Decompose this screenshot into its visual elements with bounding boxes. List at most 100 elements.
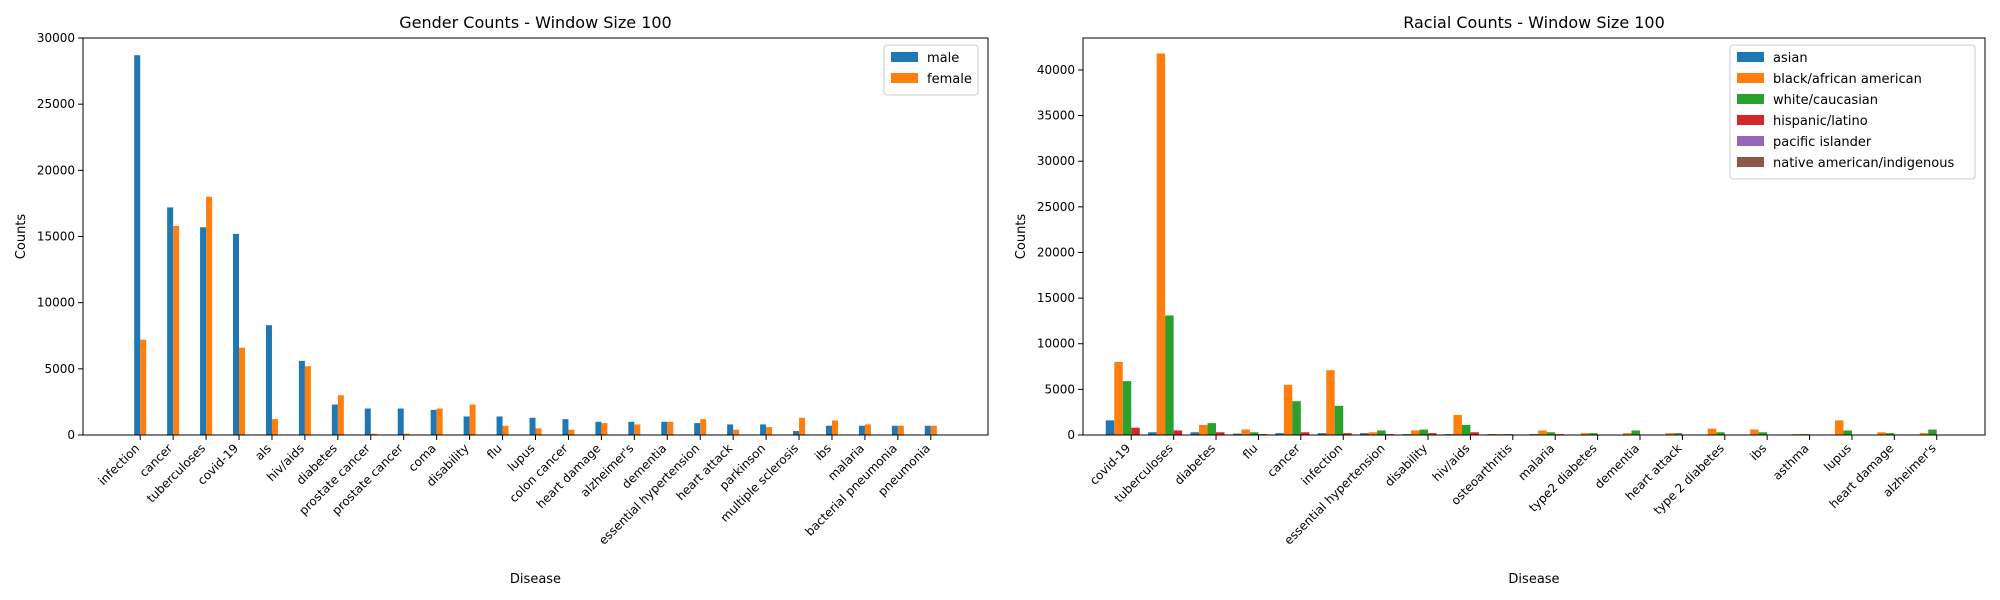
y-axis-label: Counts xyxy=(1014,214,1029,260)
bar xyxy=(370,433,377,435)
bar xyxy=(1343,433,1352,435)
y-tick-label: 25000 xyxy=(1037,200,1075,214)
chart-title: Gender Counts - Window Size 100 xyxy=(399,13,671,32)
y-tick-label: 0 xyxy=(67,428,75,442)
bar xyxy=(167,207,174,435)
bar xyxy=(1377,430,1386,435)
legend-swatch xyxy=(1737,52,1764,62)
bar xyxy=(496,416,503,435)
y-axis: 0 5000 10000 15000 20000 25000 30000 xyxy=(37,31,83,442)
bar xyxy=(529,417,536,435)
y-tick-label: 35000 xyxy=(1037,109,1075,123)
y-tick-label: 0 xyxy=(1067,428,1075,442)
bar xyxy=(1538,430,1547,435)
bar xyxy=(1122,381,1132,435)
series-white-caucasian xyxy=(1122,315,1937,435)
bar xyxy=(1631,430,1640,435)
bar xyxy=(233,233,240,435)
bar xyxy=(799,417,806,435)
bar xyxy=(1275,433,1284,435)
bar xyxy=(628,421,635,435)
bar xyxy=(1580,433,1590,435)
y-axis: 0 5000 10000 15000 20000 25000 30000 35000 40000 xyxy=(1037,63,1083,442)
bar xyxy=(1156,53,1166,435)
bar xyxy=(1216,432,1225,435)
bar xyxy=(727,424,734,435)
bar xyxy=(1114,361,1123,435)
bar xyxy=(1300,432,1310,435)
x-axis-label: Disease xyxy=(1508,572,1559,587)
y-tick-label: 30000 xyxy=(1037,154,1075,168)
bar xyxy=(897,425,904,435)
bar xyxy=(1165,315,1174,435)
legend-swatch xyxy=(1737,73,1764,83)
bar xyxy=(1428,433,1437,435)
bar xyxy=(766,427,773,435)
bar xyxy=(1589,433,1598,435)
legend-swatch xyxy=(1737,136,1764,146)
bar xyxy=(1334,405,1344,435)
bar xyxy=(831,420,838,435)
bar xyxy=(694,423,701,435)
bar xyxy=(1928,429,1937,435)
x-axis-label: Disease xyxy=(510,572,561,587)
y-tick-label: 25000 xyxy=(37,97,75,111)
bar xyxy=(667,421,674,435)
bar xyxy=(1368,432,1378,435)
bar xyxy=(1885,433,1895,435)
bar xyxy=(206,196,213,435)
bar xyxy=(271,419,278,435)
bar xyxy=(1105,420,1115,435)
bar xyxy=(1419,429,1429,435)
legend-swatch xyxy=(1737,94,1764,104)
bar xyxy=(463,416,470,435)
bar xyxy=(930,425,937,435)
bar xyxy=(502,425,509,435)
bar xyxy=(403,433,410,435)
y-tick-label: 40000 xyxy=(1037,63,1075,77)
y-tick-label: 15000 xyxy=(37,230,75,244)
bar xyxy=(1665,433,1674,435)
bar xyxy=(304,366,311,435)
bar xyxy=(1716,432,1725,435)
bar xyxy=(1453,414,1462,435)
bar xyxy=(858,425,865,435)
bar xyxy=(1843,430,1852,435)
legend-label: pacific islander xyxy=(1773,135,1872,150)
bar xyxy=(1411,430,1420,435)
bar xyxy=(134,55,141,435)
bars xyxy=(134,55,937,435)
bar xyxy=(1249,432,1259,435)
bar xyxy=(430,409,437,435)
bar xyxy=(331,404,338,435)
y-tick-label: 20000 xyxy=(1037,245,1075,259)
bar xyxy=(1919,433,1929,435)
bar xyxy=(700,419,707,435)
bar xyxy=(1148,432,1157,435)
bar xyxy=(825,425,832,435)
series-male xyxy=(134,55,931,435)
bar xyxy=(140,339,147,435)
legend-label: female xyxy=(927,72,972,87)
bar xyxy=(1758,432,1768,435)
bar xyxy=(337,395,344,435)
bar xyxy=(1241,429,1250,435)
bar xyxy=(436,408,443,435)
y-tick-label: 5000 xyxy=(44,362,75,376)
legend-swatch xyxy=(1737,157,1764,167)
y-tick-label: 20000 xyxy=(37,163,75,177)
bar xyxy=(891,425,898,435)
bar xyxy=(562,419,569,435)
bar xyxy=(1546,432,1556,435)
bar xyxy=(1173,430,1183,435)
bar xyxy=(397,408,404,435)
bar xyxy=(469,404,476,435)
bar xyxy=(661,421,668,435)
bar xyxy=(265,325,272,435)
bar xyxy=(173,225,180,435)
bar xyxy=(595,421,602,435)
legend-label: native american/indigenous xyxy=(1773,156,1954,171)
bar xyxy=(1283,384,1293,435)
legend: asian black/african american white/caucasi… xyxy=(1729,44,1976,180)
bar xyxy=(601,423,608,435)
